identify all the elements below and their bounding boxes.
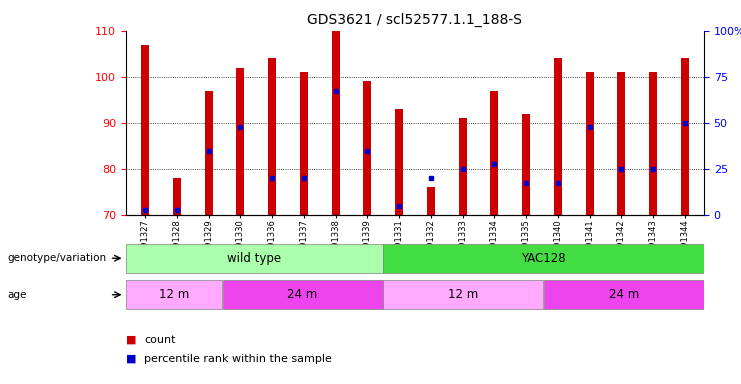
Bar	[554, 58, 562, 215]
Bar	[268, 58, 276, 215]
Text: ■: ■	[126, 354, 136, 364]
Bar	[222, 280, 382, 310]
Text: ■: ■	[126, 335, 136, 345]
Bar	[459, 118, 467, 215]
Bar	[126, 243, 382, 273]
Text: age: age	[7, 290, 27, 300]
Bar	[427, 187, 435, 215]
Bar	[585, 72, 594, 215]
Text: YAC128: YAC128	[521, 252, 565, 265]
Text: genotype/variation: genotype/variation	[7, 253, 107, 263]
Text: wild type: wild type	[227, 252, 282, 265]
Text: 24 m: 24 m	[608, 288, 639, 301]
Bar	[383, 243, 704, 273]
Bar	[395, 109, 403, 215]
Text: percentile rank within the sample: percentile rank within the sample	[144, 354, 333, 364]
Bar	[522, 114, 530, 215]
Bar	[173, 178, 181, 215]
Bar	[649, 72, 657, 215]
Bar	[383, 280, 543, 310]
Bar	[491, 91, 498, 215]
Bar	[363, 81, 371, 215]
Bar	[126, 280, 222, 310]
Bar	[236, 68, 245, 215]
Text: count: count	[144, 335, 176, 345]
Text: 12 m: 12 m	[448, 288, 478, 301]
Bar	[205, 91, 213, 215]
Text: 12 m: 12 m	[159, 288, 189, 301]
Title: GDS3621 / scl52577.1.1_188-S: GDS3621 / scl52577.1.1_188-S	[308, 13, 522, 27]
Bar	[331, 31, 339, 215]
Bar	[617, 72, 625, 215]
Bar	[300, 72, 308, 215]
Bar	[141, 45, 149, 215]
Bar	[681, 58, 689, 215]
Bar	[544, 280, 704, 310]
Text: 24 m: 24 m	[288, 288, 318, 301]
